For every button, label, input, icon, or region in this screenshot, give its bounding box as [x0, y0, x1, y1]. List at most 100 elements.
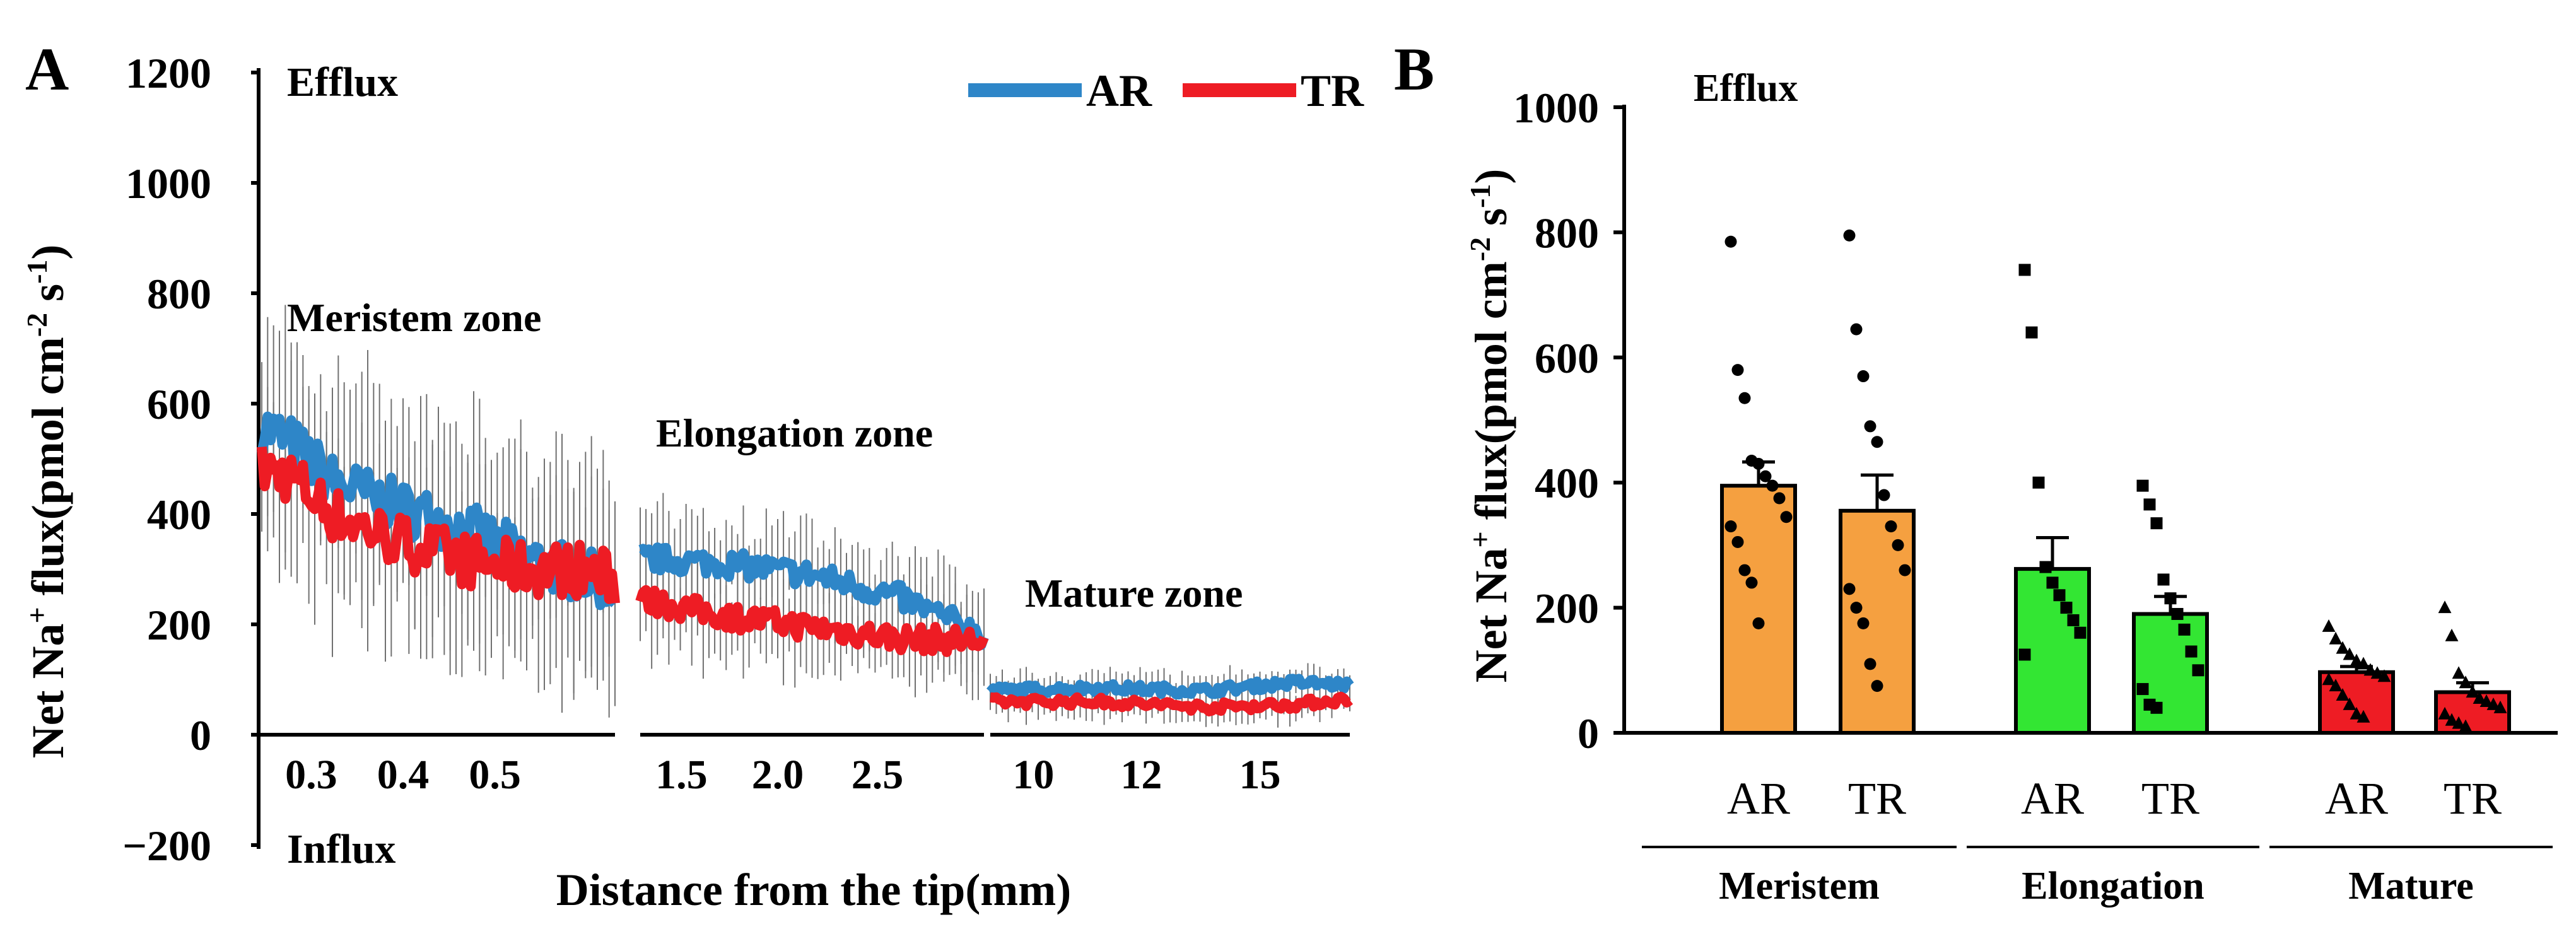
data-point [2136, 479, 2149, 492]
panel-a-y-tick-label: −200 [122, 822, 211, 870]
legend-tr-label: TR [1301, 66, 1364, 116]
data-point [2445, 713, 2459, 726]
data-point [2336, 641, 2350, 654]
panel-b-x-categories: AR TR Meristem AR TR Elongation AR TR Mature [1642, 773, 2553, 908]
data-point [1843, 229, 1856, 242]
panel-a-x-tick-label: 15 [1239, 752, 1281, 798]
data-point [2336, 688, 2350, 701]
data-point [2452, 716, 2466, 729]
data-point [2032, 476, 2045, 489]
panel-b-ylabel-sup3: -1 [1464, 184, 1496, 208]
data-point [1724, 235, 1737, 248]
data-point [1731, 535, 1744, 548]
data-point [1850, 323, 1863, 336]
data-point [1885, 520, 1897, 533]
data-point [2025, 326, 2038, 339]
panel-a-y-tick-label: 0 [190, 711, 211, 759]
panel-b-y-tick-label: 0 [1578, 710, 1599, 757]
data-point [2377, 669, 2391, 682]
panel-a-influx-label: Influx [287, 826, 395, 872]
data-point [1738, 392, 1751, 404]
data-point [2329, 631, 2343, 645]
panel-b-efflux-label: Efflux [1694, 67, 1798, 110]
data-point [2018, 648, 2031, 661]
panel-a-ylabel-part-c: s [23, 284, 73, 313]
data-point [2356, 710, 2370, 723]
data-point [2452, 666, 2466, 679]
data-point [1857, 617, 1870, 629]
panel-a-legend: AR TR [968, 66, 1364, 116]
data-point [2136, 683, 2149, 696]
panel-a-y-tick-label: 400 [147, 491, 211, 539]
data-point [2164, 592, 2177, 605]
data-point [2343, 697, 2356, 710]
data-point [2053, 589, 2066, 602]
data-point [1738, 564, 1751, 576]
data-point [1871, 436, 1883, 448]
data-point [2459, 675, 2473, 689]
panel-a-x-tick-label: 12 [1120, 752, 1162, 798]
data-point [1731, 364, 1744, 377]
panel-b-bars-area [1720, 229, 2511, 735]
panel-a-x-tick-label: 2.5 [852, 752, 904, 798]
panel-a-ylabel-part-d: ) [23, 245, 73, 260]
legend-ar-label: AR [1086, 66, 1152, 116]
panel-b-bar-chart: B Net Na+ flux(pmol cm-2 s-1) 0 200 400 600… [1394, 35, 2558, 908]
ar-series-line [986, 674, 1354, 700]
data-point [1864, 420, 1876, 433]
zone-label: Elongation zone [656, 411, 933, 455]
panel-b-y-tick-label: 600 [1535, 334, 1599, 382]
data-point [2067, 614, 2080, 626]
bar-category-label: TR [2444, 773, 2502, 824]
data-point [1752, 617, 1765, 629]
panel-a-x-axis-label: Distance from the tip(mm) [556, 865, 1071, 915]
panel-b-ylabel-part-c: s [1466, 208, 1516, 237]
data-point [1864, 658, 1876, 670]
group-label: Mature [2348, 865, 2474, 908]
zone-label: Mature zone [1025, 571, 1243, 616]
panel-b-ylabel-sup2: -2 [1464, 237, 1496, 261]
panel-a-ylabel-sup3: -1 [21, 260, 53, 284]
tr-series-line [257, 446, 620, 604]
data-point [2350, 706, 2363, 720]
zone-label: Meristem zone [287, 295, 541, 340]
panel-a-label: A [25, 35, 69, 103]
tr-series-line [635, 585, 989, 657]
data-point [1857, 370, 1870, 383]
group-label: Meristem [1719, 865, 1880, 908]
panel-a-x-tick-label: 10 [1012, 752, 1054, 798]
data-point [2074, 626, 2087, 639]
panel-b-y-axis-label: Net Na+ flux(pmol cm-2 s-1) [1464, 169, 1516, 683]
data-point [2046, 576, 2059, 589]
bar-category-label: AR [2021, 773, 2084, 824]
data-point [1724, 520, 1737, 533]
data-point [2343, 647, 2356, 660]
panel-a-y-ticks: −200 0 200 400 600 800 1000 1200 [122, 49, 259, 870]
panel-a-x-tick-label: 0.5 [469, 752, 521, 798]
data-point [1843, 583, 1856, 595]
group-label: Elongation [2022, 865, 2204, 908]
data-point [2350, 653, 2363, 667]
data-point [2018, 264, 2031, 276]
bar-category-label: TR [1848, 773, 1906, 824]
bar-category-label: TR [2141, 773, 2199, 824]
data-point [2438, 600, 2452, 614]
panel-a-y-tick-label: 1200 [126, 49, 211, 97]
data-point [2185, 645, 2198, 658]
data-point [2143, 498, 2156, 511]
panel-b-ylabel-part-d: ) [1466, 169, 1516, 184]
data-point [2322, 672, 2336, 686]
data-point [2322, 619, 2336, 632]
data-point [2178, 623, 2191, 636]
panel-a-x-tick-label: 0.3 [285, 752, 337, 798]
panel-a-y-axis-label: Net Na+ flux(pmol cm-2 s-1) [21, 245, 73, 759]
data-point [2459, 719, 2473, 732]
data-point [2479, 694, 2493, 707]
data-point [2150, 517, 2163, 530]
data-point [2039, 561, 2052, 573]
data-point [2493, 700, 2507, 713]
panel-b-y-ticks: 0 200 400 600 800 1000 [1513, 84, 1624, 757]
data-point [2486, 697, 2500, 710]
panel-b-y-tick-label: 400 [1535, 459, 1599, 507]
